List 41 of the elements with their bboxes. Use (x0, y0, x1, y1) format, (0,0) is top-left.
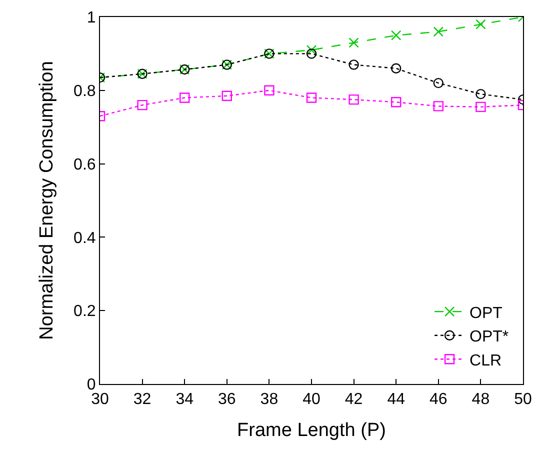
point (391, 30, 402, 40)
legend-label: OPT* (470, 328, 509, 346)
x-tick-label: 36 (218, 391, 236, 408)
x-tick-label: 34 (176, 391, 194, 408)
point (306, 48, 317, 59)
point (391, 97, 402, 108)
y-tick-label: 0 (86, 376, 96, 394)
y-tick-label: 0.8 (74, 83, 96, 100)
x-tick-label: 42 (344, 391, 363, 408)
point (348, 94, 359, 105)
y-axis-title: Normalized Energy Consumption (36, 61, 58, 340)
y-tick-label: 0.6 (74, 156, 96, 174)
x-tick-label: 32 (133, 391, 152, 408)
y-tick-label: 0.2 (74, 303, 96, 320)
x-tick-label: 48 (472, 391, 490, 408)
point (433, 101, 444, 112)
point (433, 78, 444, 88)
x-tick-label: 50 (514, 391, 532, 408)
x-tick-label: 38 (260, 391, 278, 408)
point (476, 19, 486, 30)
point (137, 100, 148, 110)
x-axis-title: Frame Length (P) (237, 420, 386, 441)
legend-label: CLR (470, 352, 502, 370)
legend-label: OPT (470, 304, 503, 322)
y-tick-label: 1 (86, 10, 96, 27)
point (306, 92, 317, 103)
point (222, 90, 232, 101)
point (306, 44, 317, 56)
point (476, 102, 486, 112)
point (476, 88, 486, 100)
point (348, 60, 359, 70)
point (348, 38, 359, 48)
x-tick-label: 44 (387, 391, 406, 408)
x-tick-label: 40 (302, 391, 320, 408)
point (264, 85, 274, 96)
point (433, 26, 444, 37)
point (180, 92, 190, 103)
x-tick-label: 30 (91, 391, 109, 408)
point (391, 63, 402, 74)
y-tick-label: 0.4 (74, 230, 96, 247)
x-tick-label: 46 (430, 391, 448, 408)
